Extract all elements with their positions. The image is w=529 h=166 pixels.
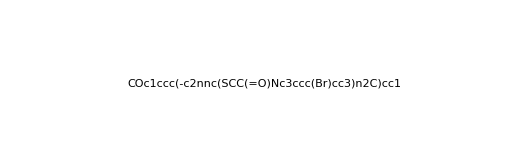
Text: COc1ccc(-c2nnc(SCC(=O)Nc3ccc(Br)cc3)n2C)cc1: COc1ccc(-c2nnc(SCC(=O)Nc3ccc(Br)cc3)n2C)… bbox=[127, 78, 402, 88]
